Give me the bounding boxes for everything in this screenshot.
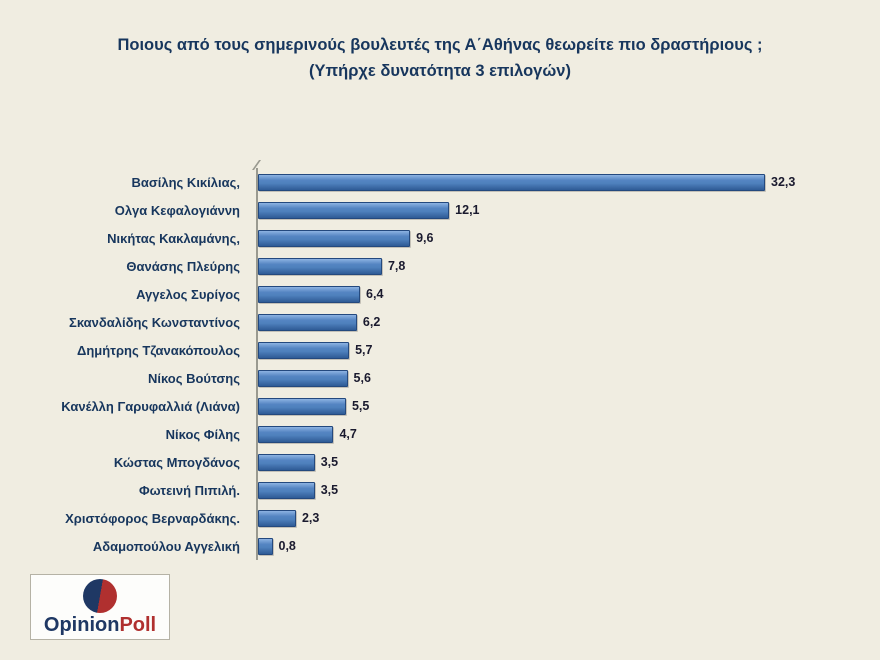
bar-row: Φωτεινή Πιπιλή. 3,5 [0,476,880,504]
bar [258,537,273,555]
bar-track: 6,2 [256,308,880,336]
bar [258,369,348,387]
bar [258,453,315,471]
category-label: Φωτεινή Πιπιλή. [138,482,240,498]
value-label: 12,1 [455,203,480,217]
value-label: 32,3 [771,175,796,189]
value-label: 6,4 [366,287,384,301]
bar [258,257,382,275]
bar-track: 5,6 [256,364,880,392]
logo-text-poll: Poll [119,613,157,636]
bar [258,201,450,219]
bar-chart: Βασίλης Κικίλιας, 32,3 Ολγα Κεφαλογιάννη 12… [0,160,880,560]
category-label: Νικήτας Κακλαμάνης, [107,230,240,246]
bar [258,229,411,247]
value-label: 9,6 [416,231,434,245]
value-label: 5,7 [355,343,373,357]
bar-track: 32,3 [256,168,880,196]
bar-track: 9,6 [256,224,880,252]
category-label: Κανέλλη Γαρυφαλλιά (Λιάνα) [61,398,240,414]
bar-track: 3,5 [256,448,880,476]
category-label: Δημήτρης Τζανακόπουλος [76,342,240,358]
bar [258,341,350,359]
bar [258,425,334,443]
bar-track: 2,3 [256,504,880,532]
value-label: 0,8 [278,539,296,553]
bar-track: 12,1 [256,196,880,224]
bar [258,173,765,191]
bar-row: Δημήτρης Τζανακόπουλος 5,7 [0,336,880,364]
chart-title: Ποιους από τους σημερινούς βουλευτές της… [0,0,880,84]
bar-row: Ολγα Κεφαλογιάννη 12,1 [0,196,880,224]
bar-track: 3,5 [256,476,880,504]
bar-row: Χριστόφορος Βερναρδάκης. 2,3 [0,504,880,532]
category-label: Σκανδαλίδης Κωνσταντίνος [69,314,240,330]
bar-row: Κανέλλη Γαρυφαλλιά (Λιάνα) 5,5 [0,392,880,420]
bar-row: Νίκος Βούτσης 5,6 [0,364,880,392]
chart-title-line1: Ποιους από τους σημερινούς βουλευτές της… [117,36,763,54]
bar [258,313,357,331]
bar-track: 4,7 [256,420,880,448]
bar-rows: Βασίλης Κικίλιας, 32,3 Ολγα Κεφαλογιάννη 12… [0,168,880,560]
opinionpoll-logo: OpinionPoll [30,574,170,640]
category-label: Κώστας Μπογδάνος [113,454,240,470]
value-label: 3,5 [320,455,339,469]
bar-row: Θανάσης Πλεύρης 7,8 [0,252,880,280]
bar [258,285,361,303]
bar-row: Νίκος Φίλης 4,7 [0,420,880,448]
bar-row: Αδαμοπούλου Αγγελική 0,8 [0,532,880,560]
category-label: Αγγελος Συρίγος [136,286,240,302]
value-label: 6,2 [362,315,381,329]
logo-text-opinion: Opinion [43,613,120,636]
value-label: 5,5 [351,399,370,413]
bar [258,397,346,415]
bar-row: Αγγελος Συρίγος 6,4 [0,280,880,308]
value-label: 5,6 [353,371,371,385]
category-label: Ολγα Κεφαλογιάννη [114,202,240,218]
category-label: Νίκος Βούτσης [147,370,240,386]
chart-title-line2: (Υπήρχε δυνατότητα 3 επιλογών) [309,62,571,80]
bar-track: 6,4 [256,280,880,308]
bar-track: 5,5 [256,392,880,420]
value-label: 2,3 [301,511,320,525]
value-label: 3,5 [320,483,339,497]
category-label: Θανάσης Πλεύρης [126,258,240,274]
value-label: 7,8 [387,259,406,273]
bar-row: Κώστας Μπογδάνος 3,5 [0,448,880,476]
bar-row: Βασίλης Κικίλιας, 32,3 [0,168,880,196]
category-label: Χριστόφορος Βερναρδάκης. [65,510,240,526]
bar-row: Σκανδαλίδης Κωνσταντίνος 6,2 [0,308,880,336]
bar-track: 7,8 [256,252,880,280]
plot-area: Βασίλης Κικίλιας, 32,3 Ολγα Κεφαλογιάννη 12… [0,160,880,560]
bar [258,509,296,527]
value-label: 4,7 [339,427,357,441]
logo-text: OpinionPoll [44,614,156,636]
bar-row: Νικήτας Κακλαμάνης, 9,6 [0,224,880,252]
bar-track: 0,8 [256,532,880,560]
logo-globe-icon [83,578,117,613]
bar-track: 5,7 [256,336,880,364]
category-label: Νίκος Φίλης [165,426,240,442]
category-label: Αδαμοπούλου Αγγελική [92,538,240,554]
bar [258,481,315,499]
category-label: Βασίλης Κικίλιας, [131,174,241,190]
